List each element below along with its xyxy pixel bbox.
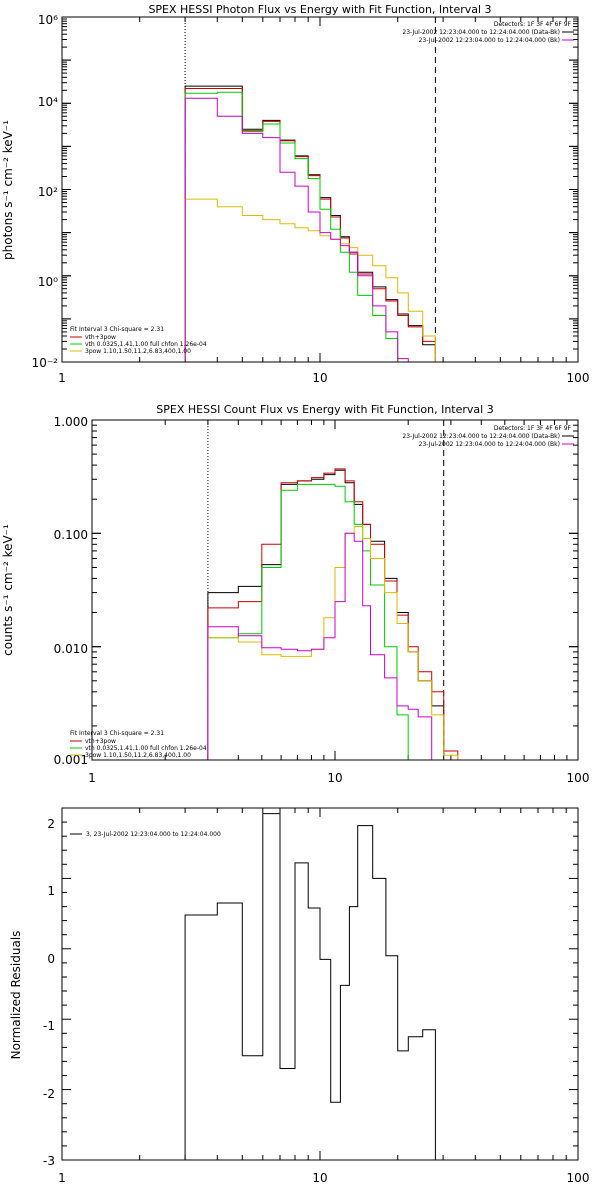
count-flux-fit-vth: vth 0.0325,1.41,1.00 full chfon 1.26e-04 [85,745,207,752]
count-flux-title: SPEX HESSI Count Flux vs Energy with Fit… [156,403,493,416]
residuals-ytick-1: 1 [47,884,55,898]
photon-flux-ticks [61,16,579,363]
photon-flux-series [184,17,451,363]
photon-flux-xtick-10: 10 [312,371,327,385]
residuals-ytick-0: 0 [47,952,55,966]
count-flux-fit-interval: Fit Interval 3 Chi-square = 2.31 [70,730,164,737]
count-flux-xtick-100: 100 [567,771,590,785]
photon-flux-ytick-1e-2: 10⁻² [32,356,59,370]
photon-flux-panel: SPEX HESSI Photon Flux vs Energy with Fi… [1,3,589,385]
series-vth-3pow [184,88,451,363]
count-flux-ytick-1000: 1.000 [54,415,88,429]
count-flux-fit-3pow: 3pow 1.10,1.50,11.2,6.83,400,1.00 [85,752,191,759]
photon-flux-legend-bk: 23-Jul-2002 12:23:04.000 to 12:24:04.000… [419,37,560,44]
count-flux-ytick-0001: 0.001 [54,753,88,767]
residuals-ylabel: Normalized Residuals [9,931,23,1060]
residuals-ytick-m1: -1 [43,1019,55,1033]
photon-flux-ytick-1e0: 10⁰ [38,275,58,289]
count-flux-xtick-1: 1 [88,771,96,785]
photon-flux-frame [61,16,579,363]
count-flux-ylabel: counts s⁻¹ cm⁻² keV⁻¹ [1,524,15,656]
photon-flux-fit-interval: Fit Interval 3 Chi-square = 2.31 [70,326,164,333]
residuals-xtick-1: 1 [58,1171,66,1185]
photon-flux-xtick-100: 100 [567,371,590,385]
count-flux-series [207,420,459,761]
photon-flux-xtick-1: 1 [58,371,66,385]
series-bk [207,532,444,761]
series-bk [184,97,436,363]
residuals-series [184,813,436,1160]
count-flux-ytick-0100: 0.100 [54,528,88,542]
residuals-legend: 3, 23-Jul-2002 12:23:04.000 to 12:24:04.… [86,831,221,838]
count-flux-panel: SPEX HESSI Count Flux vs Energy with Fit… [1,403,589,785]
photon-flux-title: SPEX HESSI Photon Flux vs Energy with Fi… [148,3,491,16]
residuals-ytick-m2: -2 [43,1087,55,1101]
count-flux-ytick-0010: 0.010 [54,642,88,656]
photon-flux-fit-total: vth+3pow [85,334,116,341]
photon-flux-ytick-1e2: 10² [38,185,58,199]
residuals-xtick-100: 100 [567,1171,590,1185]
residuals-ytick-2: 2 [47,817,55,831]
count-flux-xtick-10: 10 [327,771,342,785]
count-flux-frame [91,419,579,761]
photon-flux-detectors: Detectors: 1F 3F 4F 6F 9F [494,21,572,28]
residuals-frame [61,807,579,1161]
photon-flux-legend-data: 23-Jul-2002 12:23:04.000 to 12:24:04.000… [402,29,560,36]
photon-flux-fit-vth: vth 0.0325,1.41,1.00 full chfon 1.26e-04 [85,341,207,348]
count-flux-fit-total: vth+3pow [85,738,116,745]
photon-flux-ylabel: photons s⁻¹ cm⁻² keV⁻¹ [1,120,15,260]
series-3pow [207,526,459,760]
series-vth [207,483,419,761]
residuals-ytick-m3: -3 [43,1154,55,1168]
series-3-23-jul-2002-12-23-04-000-to-12-24-04-000 [184,813,436,1160]
residuals-xtick-10: 10 [312,1171,327,1185]
count-flux-legend-bk: 23-Jul-2002 12:23:04.000 to 12:24:04.000… [419,441,560,448]
count-flux-detectors: Detectors: 1F 3F 4F 6F 9F [494,425,572,432]
photon-flux-ytick-1e6: 10⁶ [38,13,58,27]
photon-flux-ytick-1e4: 10⁴ [38,95,58,109]
photon-flux-fit-3pow: 3pow 1.10,1.50,11.2,6.83,400,1.00 [85,348,191,355]
count-flux-legend-data: 23-Jul-2002 12:23:04.000 to 12:24:04.000… [402,433,560,440]
residuals-panel: Normalized Residuals 1 10 100 -3 -2 -1 0… [9,807,590,1185]
